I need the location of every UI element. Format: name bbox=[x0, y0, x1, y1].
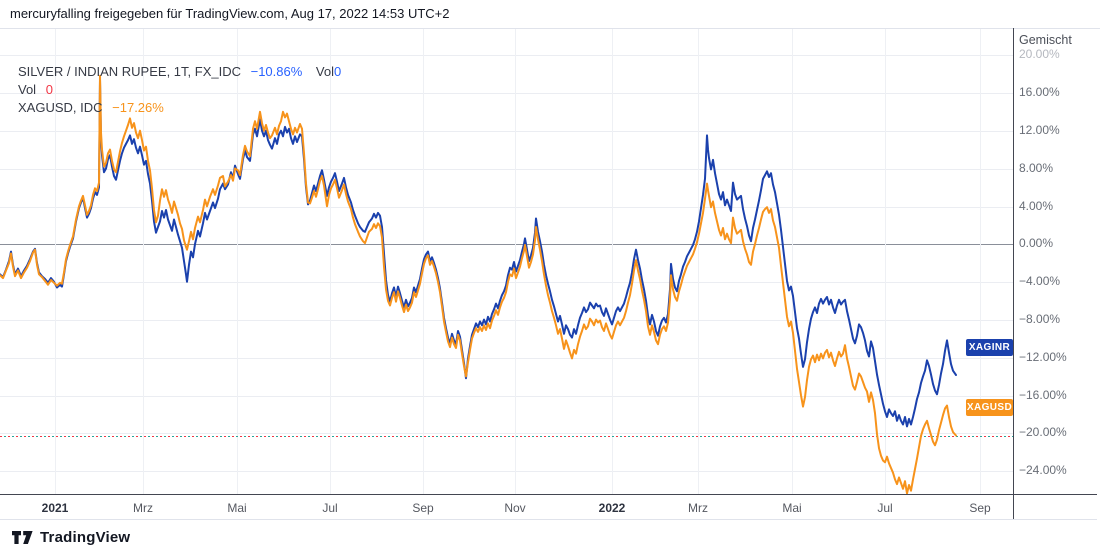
gridline-v bbox=[330, 29, 331, 495]
time-scale-tick: Jul bbox=[322, 501, 338, 515]
compare-symbol-label[interactable]: XAGUSD, IDC bbox=[18, 100, 103, 115]
main-symbol-label[interactable]: SILVER / INDIAN RUPEE, 1T, FX_IDC bbox=[18, 64, 241, 79]
gridline-v bbox=[980, 29, 981, 495]
price-scale-tick: 4.00% bbox=[1019, 198, 1054, 213]
legend-row-compare[interactable]: XAGUSD, IDC −17.26% bbox=[18, 99, 341, 117]
price-scale-tick: −16.00% bbox=[1019, 387, 1067, 402]
time-scale-tick: Jul bbox=[877, 501, 893, 515]
chart-legend[interactable]: SILVER / INDIAN RUPEE, 1T, FX_IDC −10.86… bbox=[18, 63, 341, 117]
price-scale-tick: −24.00% bbox=[1019, 463, 1067, 478]
volume-study-value: 0 bbox=[45, 82, 53, 97]
gridline-h bbox=[0, 395, 1013, 397]
price-scale-tick: 0.00% bbox=[1019, 236, 1054, 251]
gridline-v bbox=[612, 29, 613, 495]
time-scale-tick: 2021 bbox=[41, 501, 69, 515]
main-vol-label: Vol bbox=[315, 64, 334, 79]
tradingview-brand-text[interactable]: TradingView bbox=[40, 529, 131, 546]
legend-row-main[interactable]: SILVER / INDIAN RUPEE, 1T, FX_IDC −10.86… bbox=[18, 63, 341, 81]
time-scale-tick: 2022 bbox=[598, 501, 626, 515]
gridline-v bbox=[143, 29, 144, 495]
series-line-xaginr[interactable] bbox=[0, 78, 957, 428]
time-scale-tick: Sep bbox=[969, 501, 991, 515]
gridline-v bbox=[792, 29, 793, 495]
price-series-plot bbox=[0, 74, 957, 495]
tradingview-logo-icon bbox=[12, 531, 33, 544]
time-axis-border[interactable] bbox=[0, 494, 1097, 495]
gridline-h bbox=[0, 131, 1013, 132]
volume-study-label[interactable]: Vol bbox=[18, 82, 37, 97]
time-scale-tick: Mai bbox=[782, 501, 802, 515]
price-scale-tick: 12.00% bbox=[1019, 123, 1060, 137]
gridline-h bbox=[0, 433, 1013, 435]
time-scale-tick: Mrz bbox=[688, 501, 708, 515]
chart-area[interactable]: SILVER / INDIAN RUPEE, 1T, FX_IDC −10.86… bbox=[0, 28, 1100, 495]
price-badge-xaginr: XAGINR bbox=[966, 339, 1013, 356]
footer: TradingView bbox=[12, 529, 130, 546]
price-scale-tick: −8.00% bbox=[1019, 312, 1061, 326]
gridline-h bbox=[0, 357, 1013, 359]
price-scale-tick: −12.00% bbox=[1019, 349, 1067, 364]
time-scale-tick: Mrz bbox=[133, 501, 153, 515]
gridline-h bbox=[0, 206, 1013, 208]
price-scale-tick: −20.00% bbox=[1019, 425, 1067, 440]
compare-symbol-change: −17.26% bbox=[112, 100, 164, 115]
gridline-h bbox=[0, 320, 1013, 321]
publication-header: mercuryfalling freigegeben für TradingVi… bbox=[10, 6, 450, 21]
time-scale-tick: Sep bbox=[412, 501, 434, 515]
price-scale-tick: 16.00% bbox=[1019, 85, 1060, 100]
price-badge-xagusd: XAGUSD bbox=[966, 399, 1013, 416]
main-vol-value: 0 bbox=[334, 64, 342, 79]
gridline-v bbox=[885, 29, 886, 495]
gridline-v bbox=[55, 29, 56, 495]
gridline-h bbox=[0, 55, 1013, 57]
price-scale-tick: 20.00% bbox=[1019, 47, 1060, 62]
gridline-h bbox=[0, 471, 1013, 473]
series-line-xagusd[interactable] bbox=[0, 74, 957, 495]
legend-row-volume[interactable]: Vol 0 bbox=[18, 81, 341, 99]
gridline-v bbox=[698, 29, 699, 495]
gridline-h bbox=[0, 168, 1013, 170]
gridline-h bbox=[0, 93, 1013, 95]
time-scale-tick: Mai bbox=[227, 501, 247, 515]
price-scale-title: Gemischt bbox=[1019, 33, 1072, 47]
time-axis-bottom-border bbox=[0, 519, 1097, 520]
previous-close-dotted-line bbox=[0, 436, 1013, 438]
gridline-h bbox=[0, 244, 1013, 246]
price-scale-tick: 8.00% bbox=[1019, 160, 1054, 175]
main-symbol-change: −10.86% bbox=[250, 64, 303, 79]
time-scale-tick: Nov bbox=[504, 501, 526, 515]
price-scale-tick: −4.00% bbox=[1019, 274, 1061, 289]
gridline-v bbox=[515, 29, 516, 495]
price-axis-border[interactable] bbox=[1013, 28, 1014, 519]
gridline-v bbox=[237, 29, 238, 495]
